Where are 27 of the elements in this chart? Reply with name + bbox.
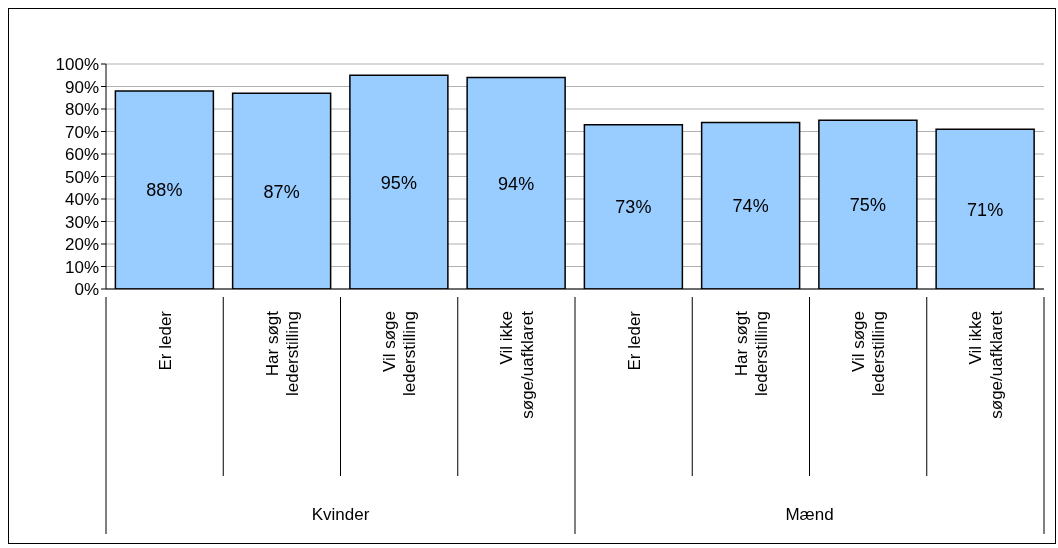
data-label: 74% xyxy=(732,196,769,217)
data-label: 73% xyxy=(615,197,652,218)
y-tick-label: 100% xyxy=(55,55,99,75)
y-tick-label: 20% xyxy=(64,235,99,255)
x-tick-label: Er leder xyxy=(155,310,175,371)
x-tick-label: Vil søge lederstilling xyxy=(848,311,889,397)
y-tick-label: 90% xyxy=(64,77,99,97)
y-tick-label: 50% xyxy=(64,167,99,187)
text: Mænd xyxy=(785,505,834,524)
data-label: 95% xyxy=(380,172,417,193)
y-tick-label: 60% xyxy=(64,145,99,165)
x-tick-label: Er leder xyxy=(624,310,644,371)
y-tick-label: 70% xyxy=(64,122,99,142)
data-label: 94% xyxy=(498,173,535,194)
data-label: 88% xyxy=(146,180,183,201)
x-tick-label: Har søgt lederstilling xyxy=(731,310,772,397)
data-label: 75% xyxy=(849,195,886,216)
x-tick-label: Vil søge lederstilling xyxy=(379,311,420,397)
text: Kvinder xyxy=(311,505,370,524)
data-label: 87% xyxy=(263,181,300,202)
y-tick-label: 0% xyxy=(74,280,99,300)
y-tick-label: 10% xyxy=(64,257,99,277)
y-tick-label: 30% xyxy=(64,212,99,232)
data-label: 71% xyxy=(967,199,1004,220)
y-tick-label: 40% xyxy=(64,190,99,210)
y-tick-label: 80% xyxy=(64,100,99,120)
x-tick-label: Har søgt lederstilling xyxy=(262,310,303,397)
